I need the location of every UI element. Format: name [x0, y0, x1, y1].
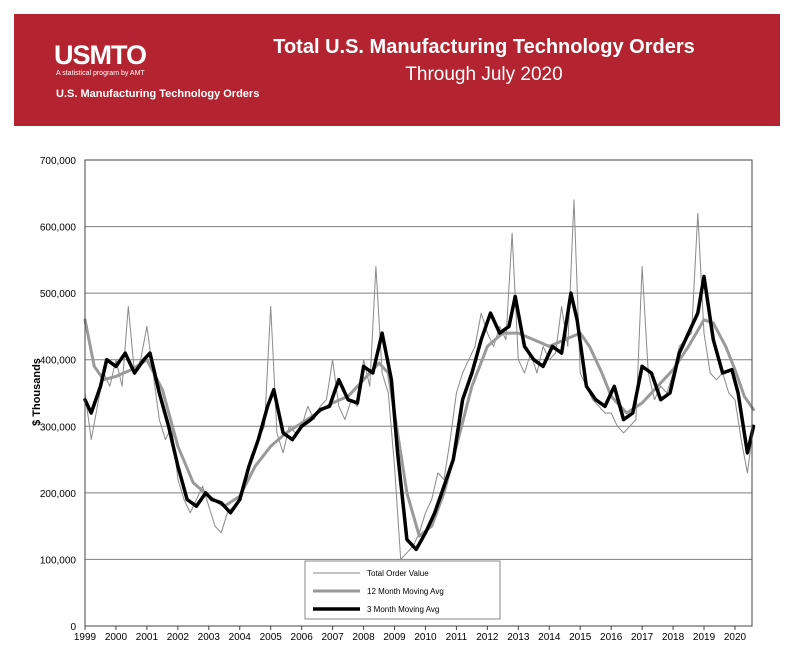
legend-entry: Total Order Value [367, 569, 429, 578]
usmto-logo: USMTO [54, 40, 147, 70]
x-tick-label: 2000 [105, 632, 128, 643]
x-tick-label: 2012 [476, 632, 499, 643]
x-tick-label: 2008 [352, 632, 375, 643]
y-axis-label: $ Thousands [31, 358, 43, 426]
y-tick-label: 100,000 [40, 555, 77, 566]
y-tick-label: 700,000 [40, 156, 77, 167]
series-line-thick [83, 274, 756, 552]
logo-tagline: A statistical program by AMT [56, 70, 145, 77]
chart-axes: 0 100,000 200,000 300,000 400,000 500,000 600,… [40, 156, 753, 643]
y-tick-label: 0 [70, 622, 76, 633]
chart-title: Total U.S. Manufacturing Technology Orde… [273, 36, 695, 58]
chart-legend: Total Order Value 12 Month Moving Avg 3 Mo… [304, 560, 501, 620]
x-tick-label: 2003 [198, 632, 221, 643]
x-tick-label: 2007 [321, 632, 344, 643]
x-tick-label: 2018 [662, 632, 685, 643]
legend-entry: 12 Month Moving Avg [367, 587, 444, 596]
y-tick-label: 400,000 [40, 356, 77, 367]
x-tick-label: 2013 [507, 632, 530, 643]
chart-series [83, 199, 756, 560]
legend-entry: 3 Month Moving Avg [367, 605, 439, 614]
x-tick-label: 2017 [631, 632, 654, 643]
x-tick-label: 2016 [600, 632, 623, 643]
x-tick-label: 2011 [446, 632, 468, 643]
x-tick-label: 2006 [291, 632, 314, 643]
series-line-medium [83, 318, 755, 538]
program-name: U.S. Manufacturing Technology Orders [56, 88, 260, 100]
plot-frame [84, 159, 753, 627]
x-tick-label: 2014 [538, 632, 561, 643]
x-tick-label: 2002 [167, 632, 190, 643]
y-tick-label: 500,000 [40, 289, 77, 300]
x-tick-label: 2001 [136, 632, 159, 643]
x-tick-label: 2005 [260, 632, 283, 643]
x-tick-label: 2010 [414, 632, 437, 643]
x-tick-label: 1999 [74, 632, 97, 643]
x-tick-label: 2020 [724, 632, 747, 643]
x-tick-label: 2009 [383, 632, 406, 643]
x-tick-label: 2019 [693, 632, 716, 643]
chart-grid [85, 159, 752, 627]
y-tick-label: 300,000 [40, 422, 77, 433]
header-banner: USMTO A statistical program by AMT U.S. … [14, 14, 780, 126]
x-tick-label: 2004 [229, 632, 252, 643]
x-tick-label: 2015 [569, 632, 592, 643]
chart-subtitle: Through July 2020 [405, 64, 563, 85]
y-tick-label: 600,000 [40, 223, 77, 234]
y-tick-label: 200,000 [40, 489, 77, 500]
